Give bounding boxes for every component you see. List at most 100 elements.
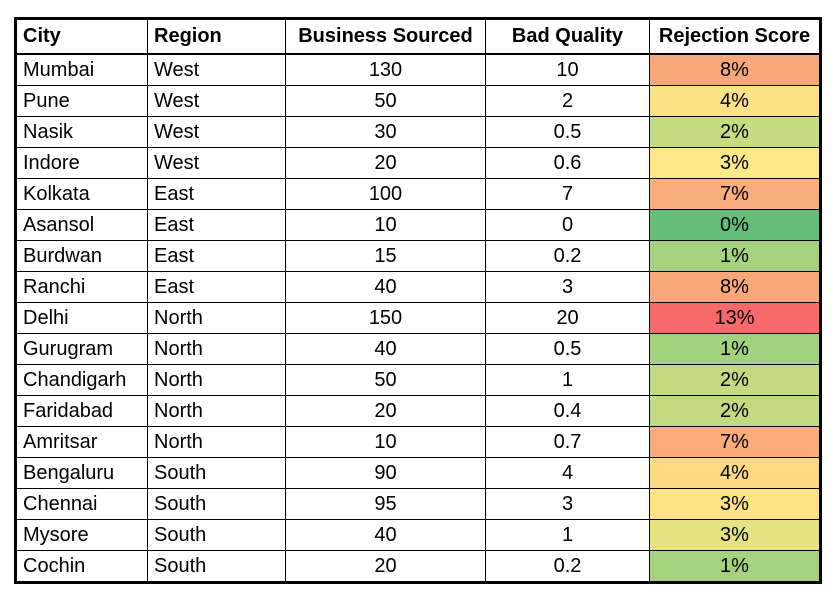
city-cell: Cochin	[15, 550, 148, 583]
region-cell: East	[147, 209, 286, 241]
city-cell: Mysore	[15, 519, 148, 551]
city-cell: Asansol	[15, 209, 148, 241]
table-row: Faridabad North 20 0.4 2%	[15, 395, 821, 427]
table-row: Nasik West 30 0.5 2%	[15, 116, 821, 148]
city-cell: Kolkata	[15, 178, 148, 210]
bad-quality-cell: 10	[485, 53, 650, 86]
rejection-score-cell: 1%	[649, 550, 821, 583]
region-cell: North	[147, 333, 286, 365]
city-cell: Gurugram	[15, 333, 148, 365]
rejection-score-cell: 4%	[649, 85, 821, 117]
business-sourced-cell: 50	[285, 85, 486, 117]
city-cell: Nasik	[15, 116, 148, 148]
business-sourced-cell: 50	[285, 364, 486, 396]
rejection-score-cell: 3%	[649, 147, 821, 179]
city-cell: Pune	[15, 85, 148, 117]
rejection-score-cell: 13%	[649, 302, 821, 334]
bad-quality-cell: 0.2	[485, 240, 650, 272]
region-cell: North	[147, 426, 286, 458]
table-row: Chennai South 95 3 3%	[15, 488, 821, 520]
business-sourced-cell: 20	[285, 395, 486, 427]
rejection-score-cell: 3%	[649, 519, 821, 551]
table-row: Chandigarh North 50 1 2%	[15, 364, 821, 396]
city-cell: Ranchi	[15, 271, 148, 303]
rejection-score-cell: 2%	[649, 395, 821, 427]
city-cell: Bengaluru	[15, 457, 148, 489]
region-cell: East	[147, 178, 286, 210]
rejection-score-cell: 0%	[649, 209, 821, 241]
bad-quality-cell: 20	[485, 302, 650, 334]
header-region: Region	[147, 18, 286, 55]
bad-quality-cell: 0.5	[485, 116, 650, 148]
table-row: Delhi North 150 20 13%	[15, 302, 821, 334]
table-row: Pune West 50 2 4%	[15, 85, 821, 117]
rejection-score-cell: 4%	[649, 457, 821, 489]
table-row: Mumbai West 130 10 8%	[15, 53, 821, 86]
business-sourced-cell: 40	[285, 333, 486, 365]
bad-quality-cell: 4	[485, 457, 650, 489]
table-row: Asansol East 10 0 0%	[15, 209, 821, 241]
region-cell: South	[147, 457, 286, 489]
business-sourced-cell: 100	[285, 178, 486, 210]
city-cell: Burdwan	[15, 240, 148, 272]
city-cell: Faridabad	[15, 395, 148, 427]
header-bad-quality: Bad Quality	[485, 18, 650, 55]
bad-quality-cell: 1	[485, 519, 650, 551]
region-cell: West	[147, 85, 286, 117]
bad-quality-cell: 3	[485, 271, 650, 303]
bad-quality-cell: 0.2	[485, 550, 650, 583]
region-cell: North	[147, 364, 286, 396]
table-body: Mumbai West 130 10 8% Pune West 50 2 4% Nasik West 3…	[15, 53, 821, 583]
bad-quality-cell: 7	[485, 178, 650, 210]
region-cell: North	[147, 395, 286, 427]
region-cell: North	[147, 302, 286, 334]
business-sourced-cell: 15	[285, 240, 486, 272]
city-cell: Mumbai	[15, 53, 148, 86]
table-row: Ranchi East 40 3 8%	[15, 271, 821, 303]
business-sourced-cell: 150	[285, 302, 486, 334]
table-row: Indore West 20 0.6 3%	[15, 147, 821, 179]
rejection-score-cell: 2%	[649, 116, 821, 148]
header-business-sourced: Business Sourced	[285, 18, 486, 55]
city-cell: Indore	[15, 147, 148, 179]
business-sourced-cell: 10	[285, 426, 486, 458]
region-cell: West	[147, 147, 286, 179]
region-cell: South	[147, 519, 286, 551]
table-row: Kolkata East 100 7 7%	[15, 178, 821, 210]
business-sourced-cell: 30	[285, 116, 486, 148]
business-sourced-cell: 40	[285, 519, 486, 551]
bad-quality-cell: 1	[485, 364, 650, 396]
region-cell: West	[147, 53, 286, 86]
rejection-score-cell: 7%	[649, 178, 821, 210]
region-cell: West	[147, 116, 286, 148]
bad-quality-cell: 0.5	[485, 333, 650, 365]
region-cell: South	[147, 550, 286, 583]
bad-quality-cell: 0.4	[485, 395, 650, 427]
table-row: Gurugram North 40 0.5 1%	[15, 333, 821, 365]
business-sourced-cell: 20	[285, 550, 486, 583]
rejection-score-cell: 1%	[649, 333, 821, 365]
bad-quality-cell: 2	[485, 85, 650, 117]
business-sourced-cell: 90	[285, 457, 486, 489]
city-cell: Delhi	[15, 302, 148, 334]
region-cell: East	[147, 240, 286, 272]
city-cell: Chandigarh	[15, 364, 148, 396]
rejection-score-cell: 8%	[649, 271, 821, 303]
rejection-score-cell: 7%	[649, 426, 821, 458]
rejection-score-cell: 3%	[649, 488, 821, 520]
header-row: City Region Business Sourced Bad Quality…	[15, 18, 821, 55]
region-cell: East	[147, 271, 286, 303]
table-row: Burdwan East 15 0.2 1%	[15, 240, 821, 272]
bad-quality-cell: 0.6	[485, 147, 650, 179]
header-rejection-score: Rejection Score	[649, 18, 821, 55]
city-cell: Chennai	[15, 488, 148, 520]
rejection-score-cell: 1%	[649, 240, 821, 272]
region-cell: South	[147, 488, 286, 520]
rejection-score-cell: 2%	[649, 364, 821, 396]
table-row: Cochin South 20 0.2 1%	[15, 550, 821, 583]
table-row: Amritsar North 10 0.7 7%	[15, 426, 821, 458]
bad-quality-cell: 3	[485, 488, 650, 520]
header-city: City	[15, 18, 148, 55]
rejection-score-cell: 8%	[649, 53, 821, 86]
bad-quality-cell: 0.7	[485, 426, 650, 458]
